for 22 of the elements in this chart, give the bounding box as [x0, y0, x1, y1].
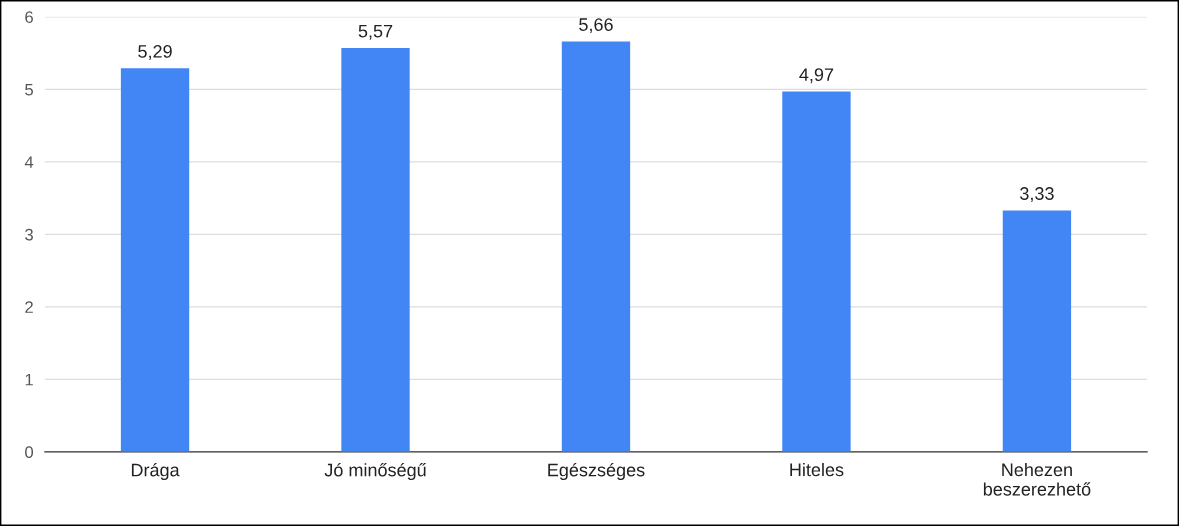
x-tick-label: Hiteles — [790, 462, 844, 477]
bar — [341, 48, 410, 452]
data-label: 5,29 — [138, 45, 172, 60]
x-tick-label: Nehezen beszerezhető — [983, 462, 1091, 496]
y-tick-label: 0 — [25, 446, 34, 459]
y-tick-label: 5 — [25, 83, 33, 96]
bar — [120, 68, 190, 452]
y-tick-label: 3 — [25, 228, 33, 241]
data-label: 5,57 — [358, 24, 393, 40]
data-label: 5,66 — [579, 18, 613, 34]
y-tick-label: 2 — [25, 301, 33, 313]
bar — [1002, 210, 1072, 452]
x-tick-label: Egészséges — [548, 462, 645, 480]
data-label: 4,97 — [799, 68, 834, 84]
x-tick-label: Drága — [131, 462, 180, 480]
data-label: 3,33 — [1020, 187, 1054, 203]
y-tick-label: 6 — [25, 11, 33, 24]
bar — [782, 91, 851, 452]
bar — [561, 41, 631, 452]
y-tick-label: 1 — [25, 373, 33, 386]
y-tick-label: 4 — [24, 156, 34, 168]
x-tick-label: Jó minőségű — [324, 462, 426, 480]
